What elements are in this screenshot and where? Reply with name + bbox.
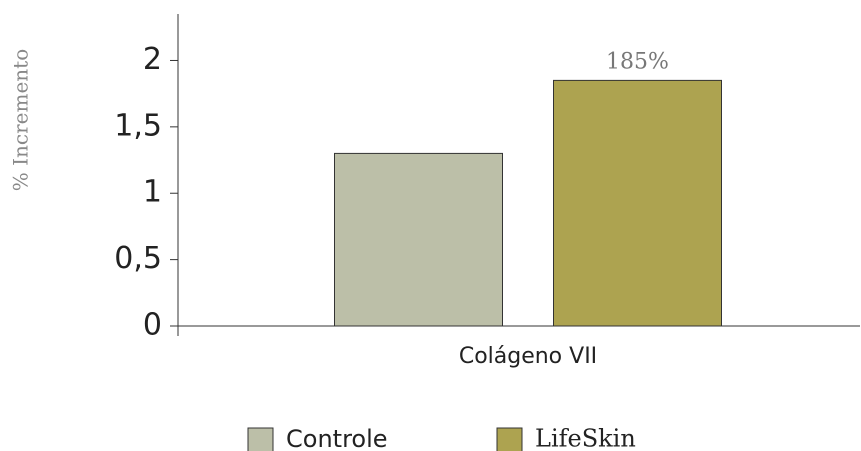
x-tick-label: Colágeno VII (459, 344, 597, 369)
y-tick-label: 1 (143, 175, 162, 210)
y-tick-label: 2 (143, 42, 162, 77)
bar (334, 152, 503, 327)
y-tick-label: 0 (143, 308, 162, 343)
y-tick-label: 1,5 (114, 108, 162, 143)
legend-swatch (496, 427, 523, 451)
bar (553, 79, 722, 327)
y-axis-label: % Incremento (9, 49, 33, 192)
legend-label: Controle (286, 425, 388, 451)
legend-swatch (247, 427, 274, 451)
legend-label: LifeSkin (535, 425, 636, 451)
y-tick-label: 0,5 (114, 241, 162, 276)
data-label: 185% (606, 49, 669, 74)
